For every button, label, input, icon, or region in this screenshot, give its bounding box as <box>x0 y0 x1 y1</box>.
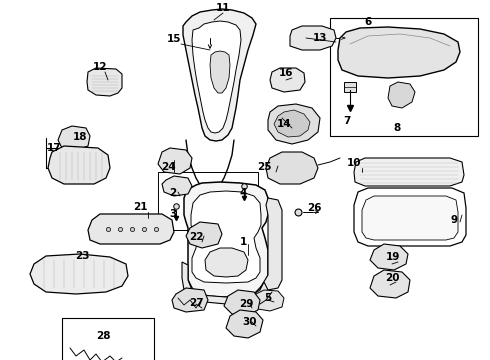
Polygon shape <box>290 26 336 50</box>
Text: 22: 22 <box>189 232 203 242</box>
Polygon shape <box>192 21 241 133</box>
Text: 6: 6 <box>365 17 371 27</box>
Polygon shape <box>30 254 128 294</box>
Bar <box>62 318 154 360</box>
Text: 17: 17 <box>47 143 61 153</box>
Polygon shape <box>183 9 256 141</box>
Polygon shape <box>172 288 208 312</box>
Polygon shape <box>210 51 230 93</box>
Polygon shape <box>274 110 310 137</box>
Text: 16: 16 <box>279 68 293 78</box>
Text: 23: 23 <box>75 251 89 261</box>
Polygon shape <box>268 104 320 144</box>
Polygon shape <box>270 68 305 92</box>
Text: 29: 29 <box>239 299 253 309</box>
Text: 24: 24 <box>161 162 175 172</box>
Polygon shape <box>87 68 122 96</box>
Polygon shape <box>354 158 464 186</box>
Polygon shape <box>354 188 466 246</box>
Polygon shape <box>186 222 222 248</box>
Polygon shape <box>158 148 192 174</box>
Text: 4: 4 <box>239 188 246 198</box>
Polygon shape <box>205 248 248 277</box>
Text: 28: 28 <box>96 331 110 341</box>
Text: 18: 18 <box>73 132 87 142</box>
Text: 19: 19 <box>386 252 400 262</box>
Text: 3: 3 <box>170 209 176 219</box>
Polygon shape <box>48 146 110 184</box>
Text: 5: 5 <box>265 293 271 303</box>
Bar <box>330 18 478 136</box>
Polygon shape <box>58 126 90 150</box>
Text: 30: 30 <box>243 317 257 327</box>
Polygon shape <box>182 262 268 304</box>
Bar <box>158 172 258 230</box>
Polygon shape <box>191 191 261 283</box>
Text: 1: 1 <box>240 237 246 247</box>
Text: 25: 25 <box>257 162 271 172</box>
Text: 8: 8 <box>393 123 401 133</box>
Text: 20: 20 <box>385 273 399 283</box>
Text: 15: 15 <box>167 34 181 44</box>
Polygon shape <box>338 27 460 78</box>
Text: 10: 10 <box>347 158 361 168</box>
Text: 12: 12 <box>93 62 107 72</box>
Polygon shape <box>224 290 260 316</box>
Text: 9: 9 <box>450 215 458 225</box>
Text: 21: 21 <box>133 202 147 212</box>
Polygon shape <box>184 182 268 297</box>
Polygon shape <box>266 152 318 184</box>
Polygon shape <box>388 82 415 108</box>
Bar <box>344 82 356 92</box>
Text: 7: 7 <box>343 116 351 126</box>
Polygon shape <box>226 310 263 338</box>
Polygon shape <box>88 214 174 244</box>
Polygon shape <box>370 244 408 270</box>
Polygon shape <box>362 196 458 240</box>
Polygon shape <box>370 270 410 298</box>
Polygon shape <box>162 176 192 196</box>
Text: 2: 2 <box>170 188 176 198</box>
Text: 27: 27 <box>189 298 203 308</box>
Text: 13: 13 <box>313 33 327 43</box>
Text: 14: 14 <box>277 119 292 129</box>
Text: 11: 11 <box>216 3 230 13</box>
Polygon shape <box>260 198 282 290</box>
Polygon shape <box>252 290 284 311</box>
Text: 26: 26 <box>307 203 321 213</box>
